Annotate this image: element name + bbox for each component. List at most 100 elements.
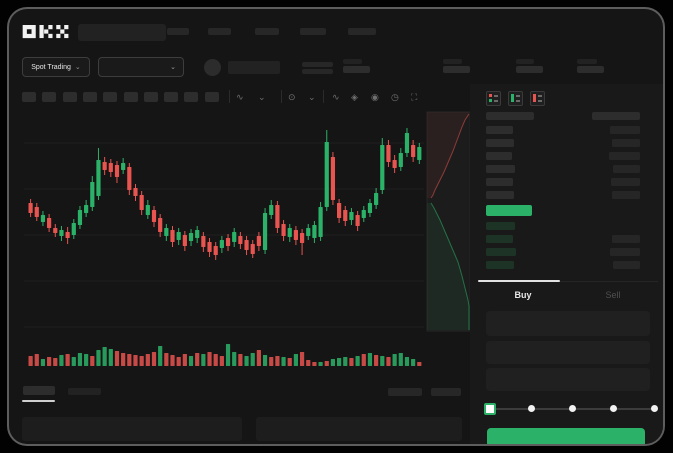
history-icon[interactable]: ◷ bbox=[391, 92, 399, 102]
slider-stop[interactable] bbox=[650, 405, 658, 412]
timeframe-button-skeleton[interactable] bbox=[143, 92, 158, 102]
orderbook-amount-header-skeleton bbox=[592, 112, 640, 120]
orderbook-ask-row[interactable] bbox=[478, 165, 658, 175]
timeframe-button-skeleton[interactable] bbox=[103, 92, 118, 102]
orderbook-bid-row[interactable] bbox=[478, 261, 658, 271]
timeframe-button-skeleton[interactable] bbox=[164, 92, 179, 102]
orderbook-bids-icon[interactable] bbox=[508, 91, 523, 106]
slider-handle[interactable] bbox=[484, 403, 496, 415]
last-price-indicator[interactable] bbox=[486, 205, 532, 216]
orders-table-skeleton bbox=[22, 417, 242, 441]
orderbook-bid-row[interactable] bbox=[478, 248, 658, 258]
toolbar-separator bbox=[229, 90, 230, 103]
timeframe-button-skeleton[interactable] bbox=[82, 92, 97, 102]
okx-logo[interactable] bbox=[22, 25, 70, 39]
orderbook-bid-row[interactable] bbox=[478, 222, 658, 232]
drawing-tools-icon[interactable]: ◈ bbox=[351, 92, 358, 102]
total-input-skeleton[interactable] bbox=[486, 368, 650, 391]
price-chart-canvas[interactable] bbox=[7, 7, 665, 446]
ask-amount-skeleton bbox=[611, 178, 640, 186]
pair-dropdown[interactable]: ⌄ bbox=[98, 57, 184, 77]
ask-price-skeleton bbox=[486, 191, 514, 199]
ask-amount-skeleton bbox=[613, 165, 640, 173]
orderbook-ask-row[interactable] bbox=[478, 126, 658, 136]
toolbar-separator bbox=[281, 90, 282, 103]
bid-price-skeleton bbox=[486, 248, 516, 256]
bottom-tab-underline bbox=[22, 400, 55, 402]
chevron-down-icon[interactable]: ⌄ bbox=[308, 92, 316, 102]
nav-item-skeleton[interactable] bbox=[208, 28, 231, 35]
timeframe-button-skeleton[interactable] bbox=[184, 92, 199, 102]
app-screen: Spot Trading ⌄ ⌄ ∿ ⌄ ⊙ ⌄ ∿ ◈ ◉ ◷ ⛶ bbox=[7, 7, 665, 446]
orderbook-ask-row[interactable] bbox=[478, 152, 658, 162]
orderbook-combined-icon[interactable] bbox=[486, 91, 501, 106]
timeframe-button-skeleton[interactable] bbox=[22, 92, 36, 102]
bottom-action-skeleton[interactable] bbox=[388, 388, 422, 396]
nav-item-skeleton[interactable] bbox=[255, 28, 279, 35]
grid-layout-icon[interactable]: ⊙ bbox=[288, 92, 296, 102]
bid-price-skeleton bbox=[486, 235, 513, 243]
orderbook-ask-row[interactable] bbox=[478, 139, 658, 149]
slider-stop[interactable] bbox=[568, 405, 576, 412]
orderbook-ask-row[interactable] bbox=[478, 178, 658, 188]
bottom-tab-active-skeleton[interactable] bbox=[23, 386, 55, 395]
ticker-stat-value-skeleton bbox=[516, 66, 543, 73]
nav-item-skeleton[interactable] bbox=[167, 28, 189, 35]
chevron-down-icon[interactable]: ⌄ bbox=[258, 92, 266, 102]
price-line-skeleton bbox=[302, 62, 333, 67]
nav-item-skeleton[interactable] bbox=[348, 28, 376, 35]
chevron-down-icon: ⌄ bbox=[74, 63, 81, 71]
timeframe-button-skeleton[interactable] bbox=[204, 92, 219, 102]
market-type-selector[interactable]: Spot Trading ⌄ bbox=[22, 57, 90, 77]
buy-sell-tabbar: Buy Sell bbox=[478, 281, 658, 308]
ticker-stat-label-skeleton bbox=[577, 59, 597, 64]
bid-price-skeleton bbox=[486, 261, 514, 269]
chart-style-icon[interactable]: ∿ bbox=[236, 92, 244, 102]
ask-amount-skeleton bbox=[612, 139, 640, 147]
pair-name-skeleton[interactable] bbox=[228, 61, 280, 74]
ticker-stat-label-skeleton bbox=[516, 59, 534, 64]
timeframe-button-skeleton[interactable] bbox=[123, 92, 138, 102]
orders-table-skeleton bbox=[256, 417, 462, 441]
bid-amount-skeleton bbox=[610, 248, 640, 256]
orderbook-ask-row[interactable] bbox=[478, 191, 658, 201]
bottom-tab-skeleton[interactable] bbox=[68, 388, 101, 395]
ask-price-skeleton bbox=[486, 178, 513, 186]
ticker-stat-label-skeleton bbox=[343, 59, 362, 64]
ask-price-skeleton bbox=[486, 152, 512, 160]
ticker-stat-value-skeleton bbox=[443, 66, 470, 73]
bid-amount-skeleton bbox=[613, 261, 640, 269]
orderbook-asks-icon[interactable] bbox=[530, 91, 545, 106]
orderbook-bid-row[interactable] bbox=[478, 235, 658, 245]
tab-sell[interactable]: Sell bbox=[605, 290, 621, 300]
ask-price-skeleton bbox=[486, 126, 513, 134]
ask-price-skeleton bbox=[486, 139, 514, 147]
fullscreen-icon[interactable]: ⛶ bbox=[411, 92, 418, 102]
amount-input-skeleton[interactable] bbox=[486, 341, 650, 364]
indicators-icon[interactable]: ∿ bbox=[332, 92, 340, 102]
bottom-action-skeleton[interactable] bbox=[431, 388, 461, 396]
ask-amount-skeleton bbox=[609, 152, 640, 160]
slider-stop[interactable] bbox=[527, 405, 535, 412]
slider-stop[interactable] bbox=[609, 405, 617, 412]
ask-amount-skeleton bbox=[610, 126, 640, 134]
ask-amount-skeleton bbox=[612, 191, 640, 199]
orderbook-price-header-skeleton bbox=[486, 112, 534, 120]
bid-amount-skeleton bbox=[612, 235, 640, 243]
bid-price-skeleton bbox=[486, 222, 515, 230]
camera-icon[interactable]: ◉ bbox=[371, 92, 379, 102]
ticker-stat-label-skeleton bbox=[443, 59, 462, 64]
nav-item-skeleton[interactable] bbox=[300, 28, 326, 35]
market-type-label: Spot Trading bbox=[31, 63, 71, 71]
ticker-stat-value-skeleton bbox=[343, 66, 370, 73]
active-tab-indicator bbox=[478, 280, 560, 282]
tab-buy[interactable]: Buy bbox=[514, 290, 532, 300]
timeframe-button-skeleton[interactable] bbox=[42, 92, 57, 102]
search-input-skeleton[interactable] bbox=[78, 24, 166, 41]
timeframe-button-skeleton[interactable] bbox=[62, 92, 77, 102]
buy-submit-button[interactable] bbox=[487, 428, 645, 444]
ask-price-skeleton bbox=[486, 165, 515, 173]
chevron-down-icon: ⌄ bbox=[170, 63, 176, 71]
price-input-skeleton[interactable] bbox=[486, 311, 650, 336]
